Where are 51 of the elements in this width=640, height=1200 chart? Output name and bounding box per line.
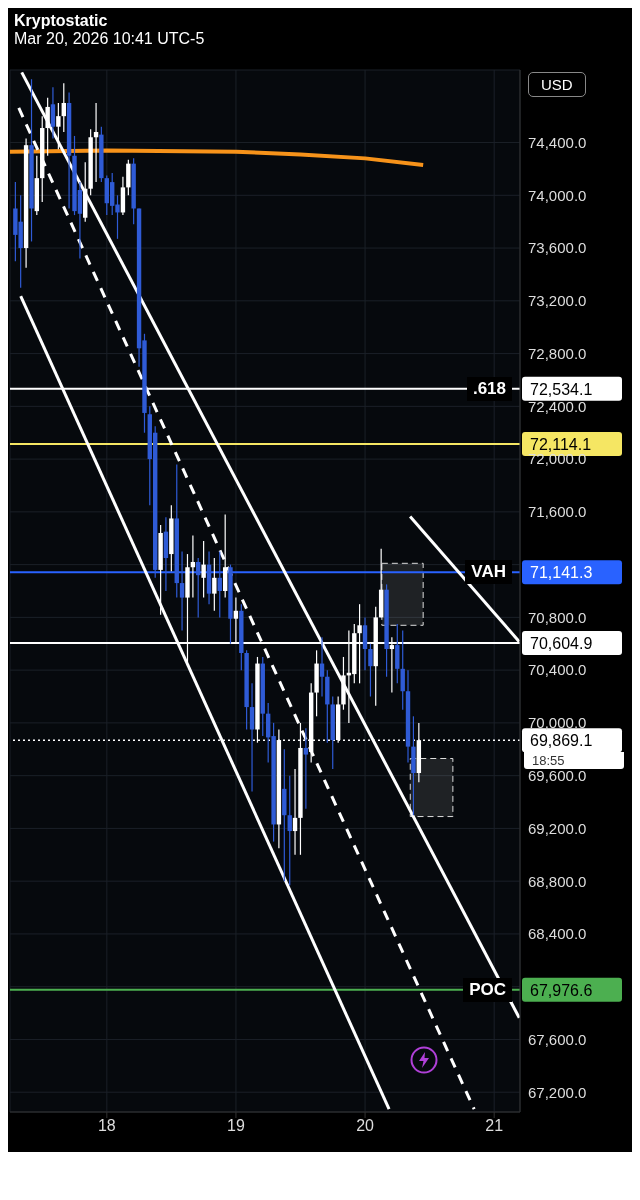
ref-line-label: 67,976.6 [530, 981, 593, 999]
y-tick-label: 67,200.0 [528, 1083, 587, 1101]
chart-subtitle: Mar 20, 2026 10:41 UTC-5 [14, 30, 206, 48]
y-tick-label: 74,400.0 [528, 133, 587, 151]
candlestick [179, 550, 185, 632]
y-tick-label: 72,400.0 [528, 397, 587, 415]
candlestick [126, 159, 131, 196]
y-tick-label: 73,200.0 [528, 292, 587, 310]
candlestick [56, 102, 61, 150]
ref-line-label: 71,141.3 [530, 564, 593, 582]
candlestick [45, 97, 50, 157]
y-tick-label: 73,600.0 [528, 239, 587, 257]
y-tick-label: 71,600.0 [528, 503, 587, 521]
ref-line-label: 69,869.1 [530, 732, 593, 750]
ref-line-label: 72,534.1 [530, 380, 593, 398]
annotation: VAH [465, 560, 512, 585]
ref-line-label: 70,604.9 [530, 635, 593, 653]
candlestick [201, 540, 206, 599]
x-tick-label: 19 [227, 1117, 245, 1135]
candlestick [50, 86, 56, 140]
y-tick-label: 70,000.0 [528, 714, 587, 732]
candlestick [395, 623, 400, 684]
y-tick-label: 72,800.0 [528, 344, 587, 362]
candlestick [61, 82, 66, 133]
y-tick-label: 74,000.0 [528, 186, 587, 204]
text: USD [528, 72, 586, 97]
candlestick [362, 616, 368, 671]
x-tick-label: 21 [485, 1117, 504, 1135]
candlestick [303, 727, 309, 810]
y-tick-label: 70,400.0 [528, 661, 587, 679]
y-tick-label: 68,400.0 [528, 925, 587, 943]
ref-line-label: 72,114.1 [530, 436, 592, 454]
y-tick-label: 69,200.0 [528, 819, 587, 837]
y-tick-label: 68,800.0 [528, 872, 587, 890]
candlestick [368, 643, 373, 698]
candlestick [319, 636, 325, 698]
line-series [10, 148, 426, 167]
candlestick [212, 557, 217, 612]
annotation: POC [463, 977, 512, 1002]
candlestick [287, 775, 292, 886]
y-tick-label: 70,800.0 [528, 608, 587, 626]
text: 18:55 [524, 752, 624, 770]
candlestick [292, 768, 298, 856]
annotation: .618 [466, 376, 512, 401]
chart-title: Kryptostatic [14, 12, 109, 30]
x-tick-label: 18 [97, 1117, 116, 1135]
candlestick [217, 550, 222, 618]
x-tick-label: 20 [356, 1117, 375, 1135]
candlestick [222, 513, 228, 599]
candlestick [196, 557, 201, 618]
y-tick-label: 67,600.0 [528, 1030, 587, 1048]
